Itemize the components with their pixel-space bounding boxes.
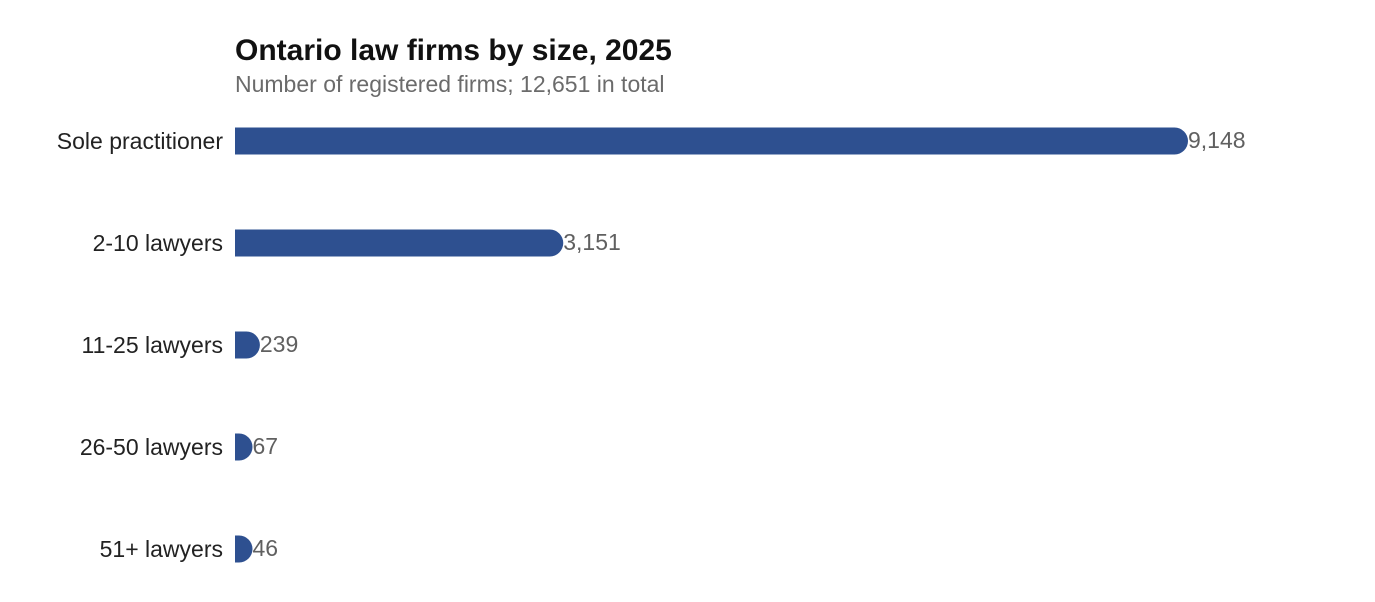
bar-1 <box>235 229 564 257</box>
value-label: 239 <box>260 331 298 357</box>
category-label: 51+ lawyers <box>100 536 223 562</box>
value-label: 3,151 <box>563 229 621 255</box>
bar-0 <box>235 127 1188 155</box>
chart-title: Ontario law firms by size, 2025 <box>235 34 672 67</box>
category-label: 26-50 lawyers <box>80 434 223 460</box>
bar-4 <box>235 535 253 563</box>
category-label: Sole practitioner <box>57 128 224 154</box>
value-label: 46 <box>253 535 279 561</box>
value-label: 67 <box>253 433 279 459</box>
category-label: 11-25 lawyers <box>82 332 223 358</box>
chart-subtitle: Number of registered firms; 12,651 in to… <box>235 71 665 97</box>
bar-2 <box>235 331 260 359</box>
value-label: 9,148 <box>1188 127 1246 153</box>
bar-3 <box>235 433 253 461</box>
category-label: 2-10 lawyers <box>93 230 223 256</box>
